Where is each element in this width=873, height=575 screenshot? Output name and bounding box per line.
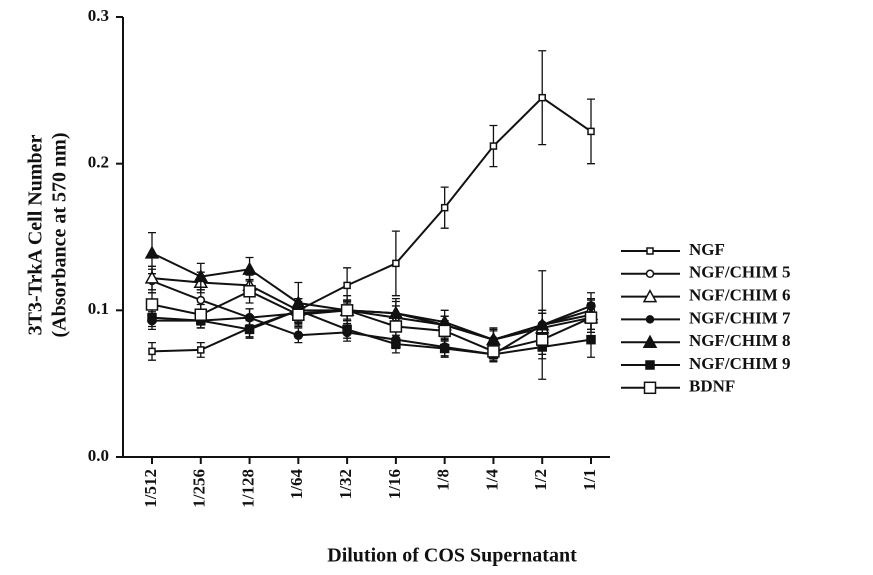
legend-marker (646, 247, 654, 255)
legend-marker (645, 315, 655, 324)
marker (584, 311, 598, 324)
marker (293, 330, 304, 341)
x-tick-label: 1/2 (531, 469, 550, 491)
marker (392, 259, 400, 268)
marker (197, 346, 205, 354)
legend-label: NGF/CHIM 8 (689, 331, 791, 350)
legend-marker (645, 269, 655, 279)
x-tick-label: 1/1 (580, 469, 599, 491)
marker (342, 324, 352, 335)
marker (196, 295, 206, 305)
marker (487, 345, 500, 358)
marker (148, 347, 156, 356)
marker (438, 324, 451, 338)
x-tick-label: 1/8 (434, 469, 453, 491)
x-tick-label: 1/64 (287, 469, 306, 500)
marker (389, 320, 403, 333)
marker (586, 334, 596, 345)
marker (194, 308, 208, 321)
marker (144, 245, 160, 259)
y-axis-label: (Absorbance at 570 nm) (49, 133, 71, 338)
series-line (151, 290, 592, 353)
marker (391, 339, 401, 349)
marker (144, 270, 160, 284)
marker (242, 261, 257, 275)
marker (587, 127, 595, 136)
marker (535, 333, 549, 346)
x-axis-label: Dilution of COS Supernatant (327, 545, 577, 567)
legend-marker (642, 289, 658, 303)
marker (244, 324, 255, 335)
marker (243, 285, 256, 298)
legend-label: NGF (689, 240, 725, 259)
legend-marker (643, 381, 657, 395)
x-tick-label: 1/128 (238, 469, 257, 508)
marker (440, 203, 449, 212)
marker (193, 269, 209, 283)
x-tick-label: 1/512 (141, 469, 160, 508)
x-tick-label: 1/32 (336, 469, 355, 499)
marker (439, 343, 450, 354)
y-axis-label: 3T3-TrkA Cell Number (25, 135, 47, 336)
y-tick-label: 0.1 (88, 299, 109, 318)
y-tick-label: 0.0 (88, 446, 109, 465)
marker (343, 281, 351, 290)
legend-label: NGF/CHIM 9 (689, 354, 791, 373)
legend-marker (642, 334, 658, 348)
x-tick-label: 1/256 (190, 469, 209, 508)
marker (145, 298, 159, 311)
legend-label: NGF/CHIM 6 (689, 286, 791, 305)
marker (292, 308, 305, 321)
legend-label: NGF/CHIM 7 (689, 308, 791, 327)
marker (538, 93, 546, 102)
x-tick-label: 1/4 (482, 469, 501, 491)
x-tick-label: 1/16 (385, 469, 404, 499)
series-line (151, 96, 592, 353)
series-line (151, 252, 592, 341)
y-tick-label: 0.2 (88, 153, 109, 172)
legend-label: NGF/CHIM 5 (689, 263, 791, 282)
series-line (151, 309, 592, 356)
legend-label: BDNF (689, 377, 735, 396)
marker (489, 142, 498, 150)
legend-marker (645, 360, 655, 370)
y-tick-label: 0.3 (88, 6, 109, 25)
marker (340, 304, 354, 317)
